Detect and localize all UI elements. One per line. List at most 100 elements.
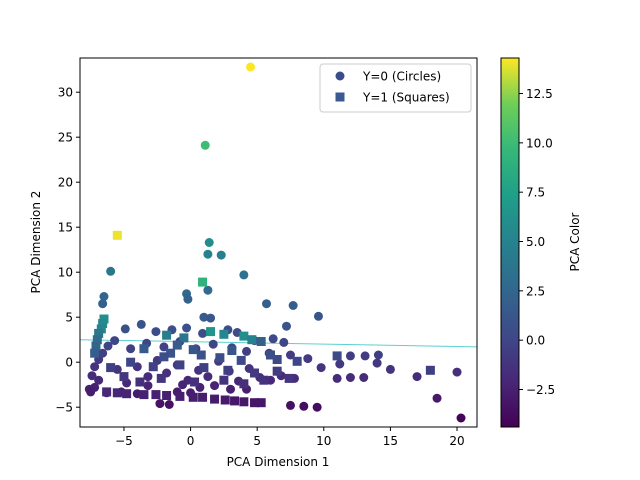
data-point-circle (198, 328, 208, 338)
data-point-circle (178, 380, 188, 390)
data-point-square (135, 377, 145, 387)
legend-label-squares: Y=1 (Squares) (362, 91, 450, 105)
plot-frame (79, 57, 478, 428)
data-point-circle (210, 381, 220, 391)
y-tick-label: 30 (58, 86, 73, 100)
y-axis-label: PCA Dimension 2 (29, 191, 43, 294)
data-point-square (239, 331, 249, 341)
data-point-square (196, 350, 206, 360)
data-point-circle (103, 341, 113, 351)
colorbar-gradient (500, 57, 520, 428)
data-point-circle (98, 348, 108, 358)
x-tick-label: 5 (253, 434, 261, 448)
data-point-circle (285, 400, 295, 410)
data-point-circle (87, 371, 97, 381)
data-point-square (151, 390, 161, 400)
data-point-circle (279, 337, 289, 347)
data-point-square (159, 352, 169, 362)
data-point-square (236, 355, 246, 365)
data-point-circle (312, 402, 322, 412)
y-tick-label: 20 (58, 176, 73, 190)
data-point-square (98, 319, 108, 328)
data-point-circle (203, 249, 213, 259)
data-point-circle (164, 400, 174, 409)
data-point-square (247, 335, 257, 345)
y-tick-label: 0 (65, 356, 73, 370)
data-point-square (272, 366, 282, 376)
data-point-circle (262, 299, 272, 309)
legend: Y=0 (Circles) Y=1 (Squares) (319, 63, 472, 113)
y-tick-label: −5 (55, 401, 73, 415)
data-point-square (284, 373, 294, 383)
x-tick-label: 10 (316, 434, 331, 448)
data-point-circle (456, 413, 466, 423)
y-tick-label: 15 (58, 221, 73, 235)
data-point-circle (216, 250, 226, 260)
data-point-square (256, 398, 266, 408)
data-point-circle (360, 351, 370, 361)
data-point-square (206, 327, 216, 337)
colorbar-tick-label: 12.5 (526, 87, 553, 101)
data-point-circle (385, 364, 395, 374)
data-point-circle (143, 381, 153, 391)
data-point-square (175, 391, 185, 401)
data-point-circle (126, 344, 136, 354)
colorbar: −2.5 0.0 2.5 5.0 7.5 10.0 12.5 PCA Color (500, 57, 582, 428)
x-axis-label: PCA Dimension 1 (227, 455, 330, 469)
data-point-circle (242, 346, 252, 356)
data-point-square (250, 368, 260, 378)
colorbar-tick-label: −2.5 (526, 383, 555, 397)
data-point-circle (120, 324, 130, 334)
data-point-circle (182, 323, 192, 333)
data-point-square (162, 330, 172, 340)
data-point-square (148, 362, 158, 372)
data-point-square (190, 377, 200, 387)
legend-circle-marker (335, 71, 345, 81)
data-point-circle (432, 393, 442, 403)
data-point-square (259, 375, 269, 385)
data-point-square (112, 388, 122, 398)
data-point-square (94, 328, 104, 338)
data-point-circle (316, 363, 326, 373)
data-point-circle (155, 399, 165, 409)
colorbar-tick-label: 7.5 (526, 186, 545, 200)
data-point-square (91, 341, 101, 351)
data-point-circle (151, 327, 161, 337)
data-point-square (90, 348, 100, 358)
data-point-square (126, 357, 136, 367)
data-point-square (223, 365, 233, 375)
data-point-square (102, 387, 112, 397)
data-point-square (122, 389, 132, 399)
data-point-circle (332, 373, 342, 383)
data-point-circle (412, 372, 422, 382)
colorbar-tick-label: 10.0 (526, 136, 553, 150)
data-point-circle (106, 266, 116, 276)
data-point-circle (143, 372, 153, 382)
data-point-circle (373, 350, 383, 360)
data-point-square (272, 355, 282, 364)
data-point-circle (281, 321, 291, 331)
data-point-square (166, 348, 176, 358)
data-point-circle (204, 238, 214, 247)
data-point-circle (94, 375, 104, 385)
x-tick-label: 15 (383, 434, 398, 448)
data-point-square (179, 333, 189, 343)
data-point-square (188, 392, 198, 402)
data-point-circle (136, 319, 146, 329)
y-axis-ticks: −5 0 5 10 15 20 25 30 (55, 86, 80, 415)
data-point-square (219, 329, 229, 339)
data-point-square (92, 335, 102, 345)
data-point-circle (110, 336, 120, 346)
data-point-circle (208, 339, 218, 349)
colorbar-tick-label: 5.0 (526, 235, 545, 249)
data-point-circle (246, 62, 256, 72)
data-point-square (119, 372, 129, 382)
data-point-circle (226, 384, 236, 394)
data-point-square (332, 351, 342, 361)
data-point-square (227, 346, 237, 355)
data-point-square (220, 395, 230, 405)
data-point-square (198, 277, 208, 287)
data-point-square (219, 375, 229, 385)
data-points-layer (84, 62, 466, 423)
